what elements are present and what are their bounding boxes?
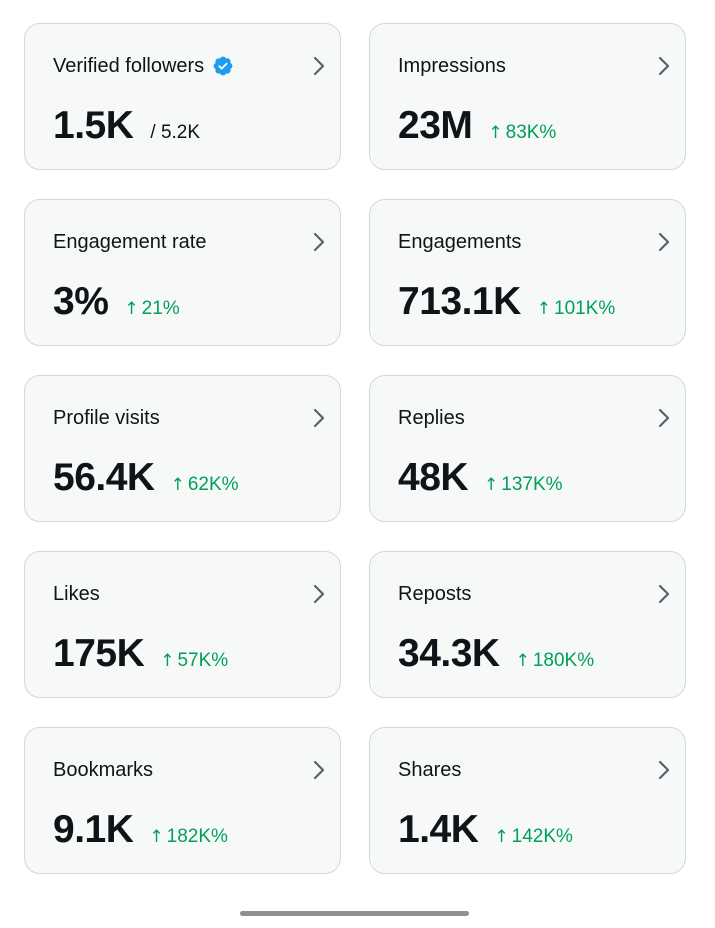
metric-card-bookmarks[interactable]: Bookmarks 9.1K ↑ 182K%	[24, 727, 341, 874]
metric-title-label: Impressions	[398, 55, 506, 77]
metric-title: Replies	[398, 406, 465, 430]
metric-row: 56.4K ↑ 62K%	[53, 456, 239, 500]
metric-value: 1.5K	[53, 104, 134, 147]
metric-row: 9.1K ↑ 182K%	[53, 808, 228, 852]
chevron-right-icon	[658, 760, 670, 780]
metric-title: Profile visits	[53, 406, 160, 430]
metric-value: 48K	[398, 456, 469, 499]
analytics-metric-grid: Verified followers 1.5K / 5.2K Impressio…	[24, 23, 686, 874]
metric-delta: ↑ 83K%	[488, 122, 556, 144]
metric-delta: ↑ 137K%	[484, 474, 563, 496]
metric-delta: ↑ 142K%	[494, 826, 573, 848]
metric-value: 9.1K	[53, 808, 134, 851]
metric-delta-value: 62K%	[187, 474, 239, 495]
chevron-right-icon	[658, 232, 670, 252]
metric-title-label: Likes	[53, 583, 100, 605]
arrow-up-icon: ↑	[124, 299, 139, 319]
metric-row: 1.4K ↑ 142K%	[398, 808, 573, 852]
arrow-up-icon: ↑	[515, 651, 530, 671]
arrow-up-icon: ↑	[488, 123, 503, 143]
metric-delta-value: 57K%	[177, 650, 229, 671]
metric-delta-value: 83K%	[505, 122, 557, 143]
metric-title: Impressions	[398, 54, 506, 78]
metric-row: 1.5K / 5.2K	[53, 104, 200, 148]
metric-delta-value: 21%	[141, 298, 180, 319]
verified-badge-icon	[213, 56, 233, 76]
metric-delta: ↑ 57K%	[160, 650, 228, 672]
metric-delta: ↑ 62K%	[171, 474, 239, 496]
metric-title-label: Shares	[398, 759, 462, 781]
metric-title-label: Bookmarks	[53, 759, 154, 781]
metric-value: 1.4K	[398, 808, 479, 851]
metric-delta: ↑ 101K%	[537, 298, 616, 320]
chevron-right-icon	[658, 584, 670, 604]
metric-card-impressions[interactable]: Impressions 23M ↑ 83K%	[369, 23, 686, 170]
metric-card-engagement-rate[interactable]: Engagement rate 3% ↑ 21%	[24, 199, 341, 346]
chevron-right-icon	[658, 56, 670, 76]
arrow-up-icon: ↑	[149, 827, 164, 847]
metric-title: Reposts	[398, 582, 471, 606]
metric-row: 23M ↑ 83K%	[398, 104, 556, 148]
metric-title: Bookmarks	[53, 758, 153, 782]
metric-card-profile-visits[interactable]: Profile visits 56.4K ↑ 62K%	[24, 375, 341, 522]
metric-delta: ↑ 180K%	[516, 650, 595, 672]
arrow-up-icon: ↑	[170, 475, 185, 495]
metric-title-label: Engagements	[398, 231, 522, 253]
chevron-right-icon	[313, 56, 325, 76]
chevron-right-icon	[313, 408, 325, 428]
metric-title-label: Verified followers	[53, 55, 205, 77]
metric-card-verified-followers[interactable]: Verified followers 1.5K / 5.2K	[24, 23, 341, 170]
metric-card-engagements[interactable]: Engagements 713.1K ↑ 101K%	[369, 199, 686, 346]
chevron-right-icon	[658, 408, 670, 428]
metric-title: Likes	[53, 582, 100, 606]
metric-delta-value: 137K%	[501, 474, 563, 495]
metric-value: 175K	[53, 632, 145, 675]
metric-delta-value: 101K%	[554, 298, 616, 319]
metric-card-replies[interactable]: Replies 48K ↑ 137K%	[369, 375, 686, 522]
metric-value: 713.1K	[398, 280, 521, 323]
metric-value: 23M	[398, 104, 473, 147]
metric-row: 48K ↑ 137K%	[398, 456, 563, 500]
metric-title-label: Reposts	[398, 583, 472, 605]
arrow-up-icon: ↑	[484, 475, 499, 495]
metric-title-label: Engagement rate	[53, 231, 207, 253]
metric-delta-value: 142K%	[511, 826, 573, 847]
arrow-up-icon: ↑	[494, 827, 509, 847]
home-indicator-bar[interactable]	[240, 911, 469, 916]
chevron-right-icon	[313, 584, 325, 604]
metric-total: / 5.2K	[150, 122, 201, 143]
chevron-right-icon	[313, 760, 325, 780]
metric-delta: ↑ 21%	[124, 298, 179, 320]
metric-title-label: Profile visits	[53, 407, 160, 429]
metric-title: Engagement rate	[53, 230, 206, 254]
metric-value: 34.3K	[398, 632, 500, 675]
metric-row: 3% ↑ 21%	[53, 280, 180, 324]
metric-delta-value: 182K%	[166, 826, 228, 847]
metric-title-label: Replies	[398, 407, 465, 429]
metric-card-reposts[interactable]: Reposts 34.3K ↑ 180K%	[369, 551, 686, 698]
metric-delta-value: 180K%	[532, 650, 595, 671]
chevron-right-icon	[313, 232, 325, 252]
metric-delta: ↑ 182K%	[149, 826, 228, 848]
arrow-up-icon: ↑	[160, 651, 175, 671]
metric-row: 34.3K ↑ 180K%	[398, 632, 594, 676]
metric-card-shares[interactable]: Shares 1.4K ↑ 142K%	[369, 727, 686, 874]
metric-value: 3%	[53, 280, 109, 323]
metric-value: 56.4K	[53, 456, 155, 499]
metric-title: Shares	[398, 758, 461, 782]
metric-card-likes[interactable]: Likes 175K ↑ 57K%	[24, 551, 341, 698]
metric-title: Engagements	[398, 230, 521, 254]
metric-title: Verified followers	[53, 54, 234, 78]
arrow-up-icon: ↑	[536, 299, 552, 319]
metric-row: 713.1K ↑ 101K%	[398, 280, 615, 324]
metric-row: 175K ↑ 57K%	[53, 632, 228, 676]
